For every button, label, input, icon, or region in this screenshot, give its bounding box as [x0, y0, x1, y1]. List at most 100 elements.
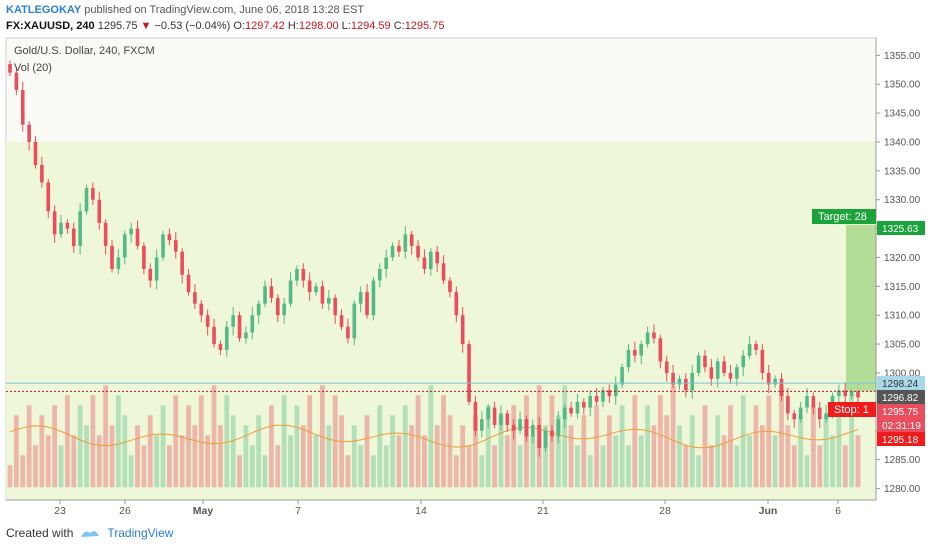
- volume-bar: [173, 395, 179, 488]
- candle-body: [441, 263, 446, 281]
- volume-bar: [645, 405, 650, 488]
- stop-badge[interactable]: [828, 402, 876, 417]
- candle-body: [613, 384, 618, 397]
- volume-bar: [466, 445, 472, 488]
- volume-bar: [766, 395, 772, 488]
- volume-bar: [626, 445, 631, 488]
- volume-bar: [115, 395, 121, 488]
- volume-bar: [581, 415, 587, 488]
- volume-bar: [160, 405, 166, 488]
- time-tick-label: 23: [54, 505, 66, 517]
- candle-body: [620, 367, 624, 385]
- candle-body: [766, 372, 771, 385]
- volume-bar: [294, 405, 300, 488]
- volume-bar: [71, 435, 77, 488]
- volume-bar: [371, 455, 376, 488]
- candle-body: [103, 222, 108, 246]
- author-link[interactable]: KATLEGOKAY: [6, 4, 82, 16]
- volume-ma-path: [9, 424, 859, 449]
- target-badge[interactable]: [812, 209, 876, 224]
- volume-bar: [77, 405, 83, 488]
- volume-bar: [186, 405, 191, 488]
- volume-bar: [288, 435, 293, 488]
- target-price-text: 1325.63: [882, 224, 919, 235]
- chart-legend-title: Gold/U.S. Dollar, 240, FXCM: [14, 45, 155, 57]
- volume-bar: [96, 435, 102, 488]
- volume-bar: [677, 425, 682, 488]
- close-label: C:: [393, 20, 405, 32]
- candle-body: [161, 234, 165, 258]
- candle-body: [326, 297, 331, 304]
- volume-bar: [638, 435, 644, 488]
- volume-bar: [473, 415, 478, 488]
- candles: [8, 60, 860, 457]
- volume-bar: [224, 395, 230, 488]
- volume-bar: [804, 455, 810, 488]
- candle-body: [531, 424, 535, 437]
- candle-body: [505, 413, 510, 425]
- ohlc-line: FX:XAUUSD, 240 1295.75 ▼ −0.53 (−0.04%) …: [6, 20, 444, 32]
- price-tick-label: 1320.00: [884, 253, 921, 264]
- volume-bar: [779, 385, 784, 488]
- price-tick-label: 1355.00: [884, 51, 921, 62]
- current-price-text: 1295.75: [882, 407, 919, 418]
- target-price-tag: [877, 221, 925, 235]
- candle-body: [97, 199, 102, 223]
- volume-bar: [103, 385, 109, 488]
- volume-bar: [351, 425, 357, 488]
- volume-bar: [326, 425, 332, 488]
- candle-body: [122, 234, 127, 258]
- volume-bar: [613, 435, 619, 488]
- time-axis[interactable]: 23 26 May 7 14 21 28 Jun 6: [6, 499, 876, 517]
- candle-body: [588, 396, 593, 408]
- volume-bar: [52, 405, 58, 488]
- candle-body: [805, 396, 809, 408]
- high-value: 1298.00: [298, 20, 339, 32]
- candle-body: [256, 303, 261, 316]
- volume-bar: [689, 415, 695, 488]
- volume-bar: [128, 455, 134, 488]
- candle-body: [167, 234, 172, 241]
- candle-body: [263, 286, 267, 304]
- volume-bar: [830, 435, 835, 488]
- candle-body: [154, 257, 159, 281]
- candle-body: [365, 292, 369, 316]
- volume-bar: [20, 455, 26, 488]
- candle-body: [288, 280, 293, 304]
- candle-body: [180, 251, 184, 275]
- countdown-text: 02:31:19: [882, 421, 921, 432]
- volume-bar: [7, 465, 13, 488]
- candle-body: [301, 269, 306, 281]
- candle-body: [709, 367, 714, 379]
- price-tick-label: 1340.00: [884, 137, 921, 148]
- footer: Created with TradingView: [6, 526, 173, 540]
- price-chart[interactable]: 1355.00 1350.00 1345.00 1340.00 1335.00 1330.…: [0, 36, 932, 522]
- candle-body: [8, 63, 12, 73]
- volume-bar: [575, 445, 580, 488]
- time-tick-label: 26: [119, 505, 131, 517]
- candle-body: [633, 349, 637, 356]
- volume-bars: [7, 385, 861, 488]
- candle-body: [14, 72, 19, 90]
- candle-body: [773, 378, 777, 385]
- time-tick-label: 21: [537, 505, 549, 517]
- volume-bar: [708, 445, 714, 488]
- price-tick-label: 1300.00: [884, 368, 921, 379]
- candle-body: [658, 338, 663, 362]
- close-value: 1295.75: [404, 20, 445, 32]
- volume-bar: [147, 415, 153, 488]
- symbol-label: FX:XAUUSD, 240: [6, 20, 95, 32]
- candle-body: [722, 361, 726, 373]
- created-with-text: Created with: [6, 526, 74, 540]
- candle-body: [798, 407, 803, 420]
- candle-body: [786, 396, 790, 414]
- candle-body: [849, 390, 854, 397]
- volume-legend: Vol (20): [14, 62, 52, 74]
- tradingview-brand[interactable]: TradingView: [107, 526, 174, 540]
- candle-body: [65, 222, 70, 229]
- volume-bar: [836, 405, 842, 488]
- volume-bar: [422, 435, 427, 488]
- volume-bar: [594, 405, 599, 488]
- volume-bar: [26, 405, 32, 488]
- volume-bar: [606, 415, 612, 488]
